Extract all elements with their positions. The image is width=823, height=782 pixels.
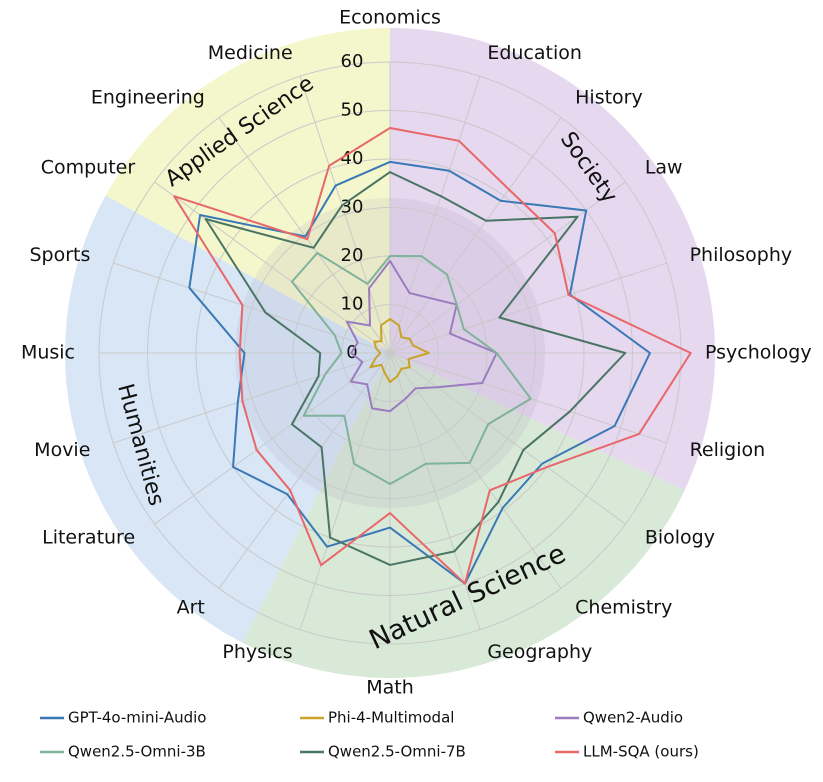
category-label: Literature (42, 527, 135, 549)
spoke (299, 76, 391, 354)
spoke (154, 181, 391, 354)
r-tick-label: 10 (341, 294, 364, 315)
category-label: Medicine (208, 42, 293, 64)
series-line (345, 259, 498, 413)
r-tick-label: 20 (341, 245, 364, 266)
spoke (113, 352, 391, 444)
r-tick-label: 60 (341, 51, 364, 72)
series-line (173, 126, 692, 585)
legend-label: Qwen2.5-Omni-7B (328, 743, 466, 761)
spoke (299, 352, 391, 630)
legend-label: Phi-4-Multimodal (328, 709, 454, 727)
spoke (389, 76, 481, 354)
r-tick-label: 50 (341, 100, 364, 121)
spoke (389, 352, 562, 589)
sector (390, 28, 715, 491)
category-label: Art (177, 596, 205, 618)
legend-label: Qwen2.5-Omni-3B (68, 743, 206, 761)
spoke (389, 352, 626, 525)
legend-label: LLM-SQA (ours) (583, 743, 699, 761)
category-label: Chemistry (575, 596, 672, 618)
series-line (188, 160, 651, 585)
spoke (389, 117, 562, 354)
category-label: Engineering (91, 87, 205, 109)
category-label: Music (21, 342, 75, 364)
category-label: Math (366, 677, 414, 699)
category-label: Economics (339, 7, 441, 29)
sector (64, 195, 390, 643)
category-label: Computer (41, 156, 136, 178)
category-label: Sports (30, 244, 91, 266)
sector (242, 353, 685, 678)
spoke (113, 262, 391, 354)
series-line (290, 251, 532, 485)
category-label: Geography (487, 641, 592, 663)
spoke (389, 262, 667, 354)
spoke (218, 352, 391, 589)
series-line (369, 318, 430, 384)
category-label: Religion (690, 439, 766, 461)
category-label: Law (645, 156, 683, 178)
category-label: Biology (645, 527, 715, 549)
r-tick-label: 40 (341, 148, 364, 169)
category-label: History (575, 87, 643, 109)
category-label: Philosophy (690, 244, 793, 266)
category-label: Education (487, 42, 582, 64)
category-label: Psychology (705, 342, 812, 364)
legend-label: Qwen2-Audio (583, 709, 683, 727)
legend-label: GPT-4o-mini-Audio (68, 709, 206, 727)
category-label: Physics (222, 641, 292, 663)
sector (105, 28, 390, 353)
category-label: Movie (34, 439, 90, 461)
series-line (204, 171, 627, 566)
spoke (389, 352, 667, 444)
